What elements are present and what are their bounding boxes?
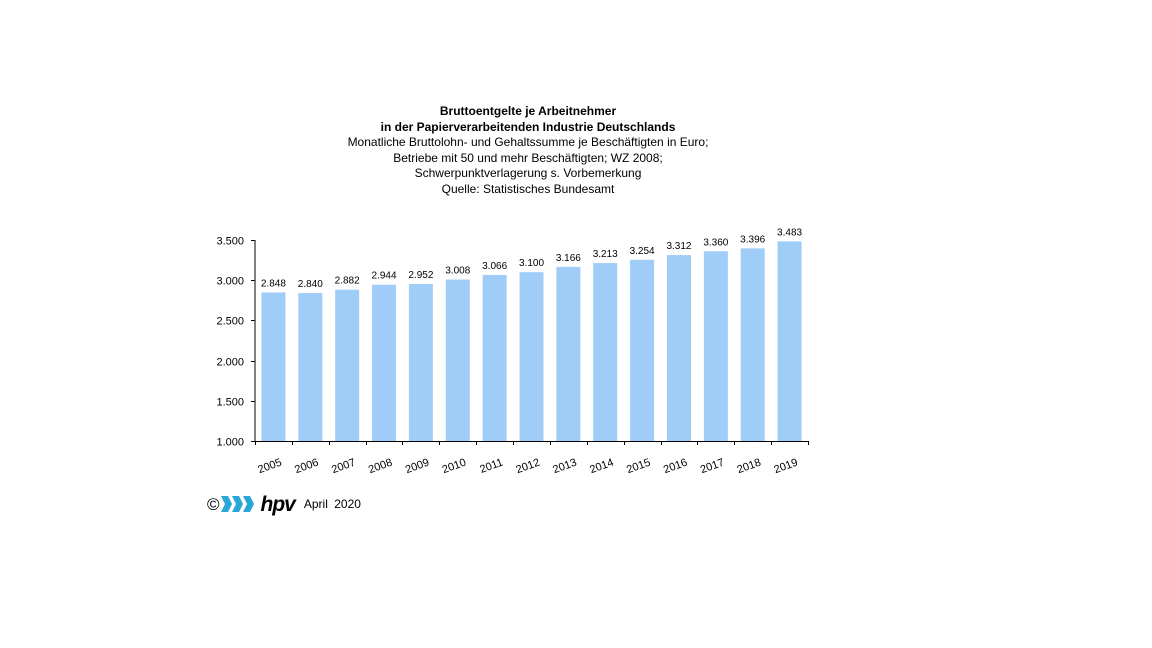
bar-2009 [408, 284, 433, 441]
data-label-2009: 2.952 [408, 270, 433, 281]
data-label-2013: 3.166 [556, 253, 581, 264]
x-tick-label-2008: 2008 [367, 457, 394, 477]
x-tick-label-2019: 2019 [772, 457, 799, 477]
chart-subtitle-line-1: in der Papierverarbeitenden Industrie De… [380, 119, 676, 134]
hpv-logo-text: hpv [260, 492, 296, 516]
data-label-2010: 3.008 [445, 266, 470, 277]
x-tick-label-2014: 2014 [588, 457, 615, 477]
footer-date: April 2020 [303, 497, 361, 511]
y-tick-label-1500: 1.500 [216, 397, 244, 409]
data-label-2007: 2.882 [335, 276, 360, 287]
chart-subtitle-line-4: Schwerpunktverlagerung s. Vorbemerkung [414, 166, 642, 180]
bar-2005 [261, 292, 286, 441]
x-tick-label-2016: 2016 [662, 457, 689, 477]
bar-2012 [519, 272, 544, 441]
chart-subtitle-line-2: Monatliche Bruttolohn- und Gehaltssumme … [347, 135, 709, 149]
y-tick-label-3000: 3.000 [216, 276, 244, 288]
bar-2013 [556, 266, 581, 441]
x-tick-label-2005: 2005 [256, 457, 283, 477]
data-label-2015: 3.254 [630, 246, 655, 257]
data-label-2018: 3.396 [740, 234, 765, 245]
x-tick-label-2007: 2007 [330, 457, 357, 477]
x-tick-label-2011: 2011 [478, 457, 504, 476]
x-tick-label-2009: 2009 [404, 457, 431, 477]
y-tick-label-3500: 3.500 [216, 236, 244, 248]
copyright-symbol: © [207, 494, 220, 514]
x-tick-label-2013: 2013 [551, 457, 578, 477]
bar-2018 [740, 248, 765, 441]
data-label-2016: 3.312 [666, 241, 691, 252]
y-tick-label-1000: 1.000 [216, 437, 244, 449]
x-tick-label-2015: 2015 [625, 457, 652, 477]
y-tick-label-2500: 2.500 [216, 316, 244, 328]
bar-2011 [482, 274, 507, 441]
data-label-2005: 2.848 [261, 278, 286, 289]
bar-2008 [372, 284, 397, 441]
chart-subtitle-line-5: Quelle: Statistisches Bundesamt [441, 181, 615, 196]
chart-title: Bruttoentgelte je Arbeitnehmer [439, 104, 617, 118]
bar-2015 [630, 259, 655, 441]
bar-2016 [666, 255, 691, 441]
chart-subtitle-line-3: Betriebe mit 50 und mehr Beschäftigten; … [393, 150, 663, 165]
data-label-2012: 3.100 [519, 258, 544, 269]
chart-title-block: Bruttoentgelte je Arbeitnehmer in der Pa… [228, 104, 828, 197]
data-label-2006: 2.840 [298, 279, 323, 290]
bar-2006 [298, 293, 323, 441]
x-tick-label-2006: 2006 [293, 457, 320, 477]
hpv-logo-arrows-icon [220, 496, 254, 512]
x-tick-label-2017: 2017 [699, 457, 726, 477]
bar-2014 [593, 263, 618, 441]
bar-2017 [703, 251, 728, 441]
data-label-2014: 3.213 [593, 249, 618, 260]
data-label-2011: 3.066 [482, 261, 507, 272]
x-tick-label-2010: 2010 [441, 457, 468, 477]
bar-2007 [335, 289, 360, 441]
x-tick-label-2018: 2018 [736, 457, 763, 477]
bar-2019 [777, 241, 802, 441]
bar-2010 [445, 279, 470, 441]
data-label-2008: 2.944 [372, 271, 397, 282]
data-label-2019: 3.483 [777, 227, 802, 238]
y-tick-label-2000: 2.000 [216, 357, 244, 369]
footer: © hpv April 2020 [207, 492, 361, 516]
x-tick-label-2012: 2012 [514, 457, 541, 477]
data-label-2017: 3.360 [703, 237, 728, 248]
